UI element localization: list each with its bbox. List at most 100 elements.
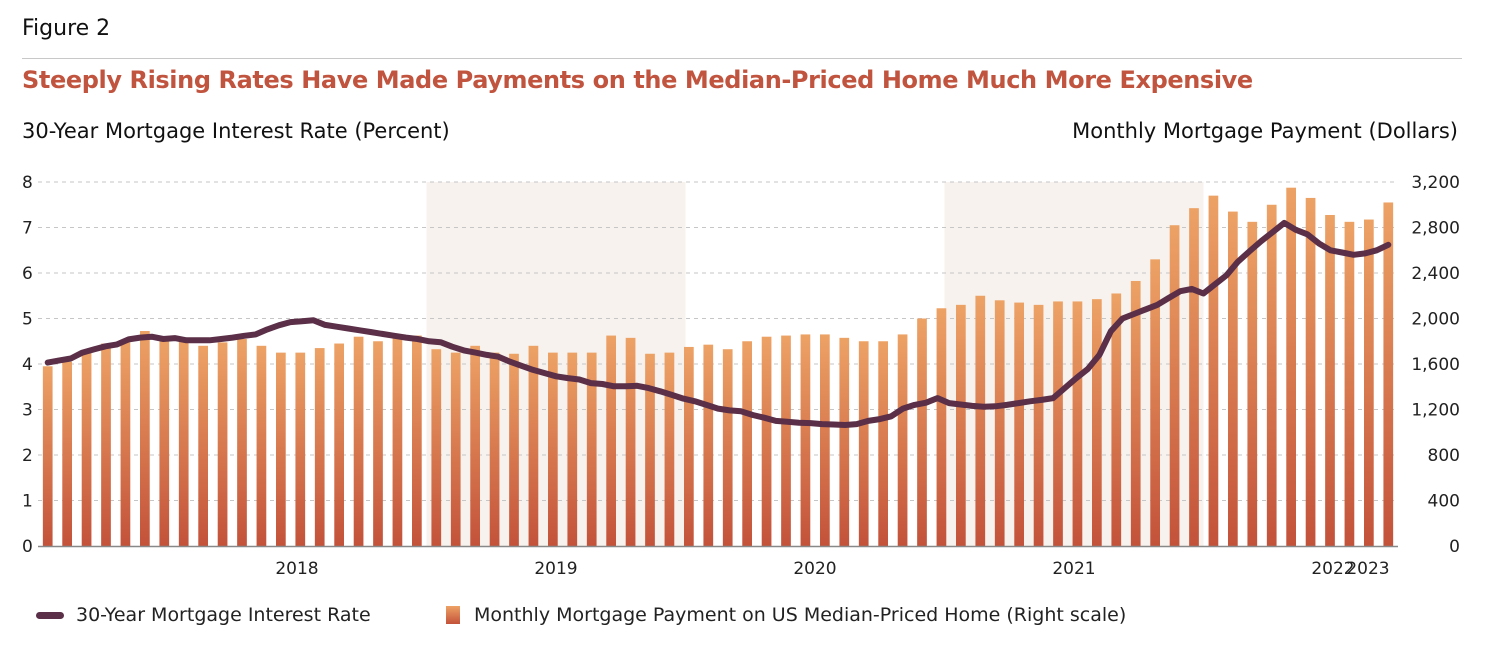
rate-line [44,219,1392,428]
bar [1014,302,1024,546]
bar [1247,221,1258,546]
bar [1344,221,1355,546]
chart-title: Steeply Rising Rates Have Made Payments … [22,66,1253,94]
bar [548,352,558,546]
bar [1169,225,1180,546]
bar [198,345,208,546]
legend-item-payment: Monthly Mortgage Payment on US Median-Pr… [446,604,1126,626]
y-tick-left: 7 [22,219,33,239]
bar [334,343,344,546]
legend-item-rate: 30-Year Mortgage Interest Rate [36,604,371,626]
bar [1189,208,1199,546]
bar [295,352,306,546]
bar [1286,187,1296,546]
bar [781,335,791,546]
bar [528,345,539,546]
y-tick-left: 2 [22,446,33,466]
bar [1111,293,1122,546]
y-tick-left: 8 [22,173,33,193]
y-tick-left: 0 [22,537,33,557]
bar [1364,219,1374,546]
bar [489,352,500,546]
bar [936,308,947,546]
bar [412,335,422,546]
bar [800,334,811,546]
bar [606,335,616,546]
y-tick-right: 2,400 [1411,264,1460,284]
bar [664,352,675,546]
bar [878,341,888,546]
bar [256,345,267,546]
y-tick-right: 800 [1428,446,1460,466]
bar [897,334,908,546]
bar [1033,304,1044,546]
x-tick: 2023 [1346,559,1389,579]
bar [431,349,442,546]
bar [820,334,830,546]
bar [742,341,752,546]
bar [586,352,597,546]
bar [217,342,228,546]
legend-rate-label: 30-Year Mortgage Interest Rate [76,604,371,626]
y-tick-left: 1 [22,492,33,512]
bar [1383,202,1394,546]
y-tick-right: 1,200 [1411,401,1460,421]
bar [159,341,170,546]
bar [373,341,383,546]
y-ticks-left: 0 1 2 3 4 5 6 7 8 [22,173,33,557]
bar [703,344,714,546]
legend-line-swatch [36,611,64,619]
bar [314,348,325,546]
bar [470,345,480,546]
bar [994,300,1005,546]
bar [956,304,966,546]
bar [858,341,869,546]
y-tick-right: 1,600 [1411,355,1460,375]
bar [62,361,72,546]
bar [1130,280,1141,546]
bar [1072,301,1083,546]
y-ticks-right: 0 400 800 1,200 1,600 2,000 2,400 2,800 3,200 [1411,173,1460,557]
bar [178,341,189,546]
bar [1305,197,1316,547]
bar [839,337,850,546]
x-tick: 2020 [793,559,836,579]
bar [450,352,461,546]
bar [645,353,655,546]
legend-bar-swatch [446,606,460,624]
bar [625,337,636,546]
y-tick-right: 2,800 [1411,219,1460,239]
bar [1053,301,1063,546]
y-tick-left: 5 [22,310,33,330]
bar-series [42,187,1394,547]
bar [975,295,986,546]
bar [353,336,364,546]
bar [1150,259,1160,546]
y-tick-left: 6 [22,264,33,284]
header-divider [22,58,1462,59]
bar [567,352,578,546]
bar [1266,204,1277,546]
y-tick-left: 3 [22,401,33,421]
line-series [44,219,1392,428]
bar [722,349,733,546]
figure-label: Figure 2 [22,16,111,41]
bar [140,331,150,546]
bar [392,337,403,546]
bar [761,336,772,546]
bar [120,341,131,546]
y-tick-right: 0 [1449,537,1460,557]
y-tick-right: 3,200 [1411,173,1460,193]
bar [81,352,92,546]
bar [42,366,53,546]
bar [917,318,927,546]
bar [1208,195,1219,546]
bar [1092,299,1102,546]
y-axis-right-label: Monthly Mortgage Payment (Dollars) [1072,119,1458,143]
x-tick: 2019 [534,559,577,579]
y-tick-right: 400 [1428,492,1460,512]
legend-payment-label: Monthly Mortgage Payment on US Median-Pr… [474,604,1127,626]
bar [276,352,286,546]
chart-svg: 0 1 2 3 4 5 6 7 8 0 400 800 1,200 1,600 2,000 2,400 2,8… [22,173,1460,579]
